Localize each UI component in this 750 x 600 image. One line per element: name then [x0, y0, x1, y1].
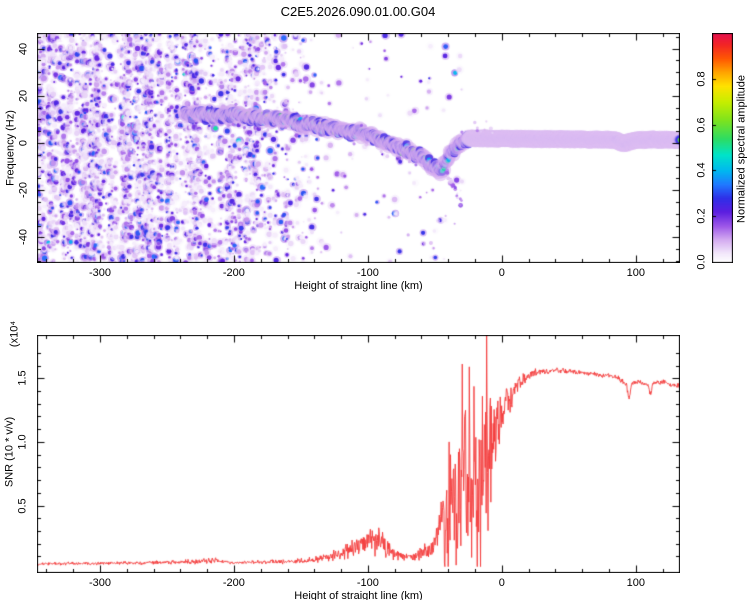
- colorbar-tick-label: 0.4: [695, 162, 708, 179]
- snr-xtick-label: -300: [88, 577, 111, 589]
- freq-tick-label: 0: [17, 139, 30, 147]
- snr-canvas: [37, 335, 680, 573]
- colorbar-canvas: [712, 33, 733, 263]
- colorbar-tick-label: 0.6: [695, 116, 708, 133]
- spectrogram-xtick-label: 0: [498, 267, 505, 279]
- snr-xtick-label: 0: [498, 577, 505, 589]
- freq-tick-label: -20: [17, 182, 30, 199]
- spectrogram-xaxis-label: Height of straight line (km): [294, 280, 423, 292]
- colorbar-tick-label: 0.8: [695, 71, 708, 87]
- spectrogram-xtick-label: 100: [626, 267, 645, 279]
- snr-tick-label: 0.5: [16, 497, 29, 514]
- snr-scale-note: (x10⁴: [8, 320, 21, 348]
- snr-axis-label: SNR (10 * v/v): [3, 416, 16, 488]
- colorbar-tick-label: 0.2: [695, 208, 708, 224]
- colorbar-label: Normalized spectral amplitude: [735, 75, 748, 223]
- colorbar-tick-label: 0.0: [695, 254, 708, 270]
- freq-tick-label: 40: [17, 42, 30, 55]
- snr-tick-label: 1.0: [16, 434, 29, 450]
- snr-xtick-label: -200: [222, 577, 245, 589]
- frequency-axis-label: Frequency (Hz): [4, 110, 17, 186]
- snr-xtick-label: -100: [356, 577, 379, 589]
- plot-title: C2E5.2026.090.01.00.G04: [280, 4, 436, 19]
- spectrogram-xtick-label: -200: [222, 267, 245, 279]
- snr-tick-label: 1.5: [16, 370, 29, 386]
- freq-tick-label: -40: [17, 229, 30, 246]
- spectrogram-canvas: [37, 33, 680, 263]
- snr-xtick-label: 100: [626, 577, 645, 589]
- spectrogram-xtick-label: -100: [356, 267, 379, 279]
- freq-tick-label: 20: [17, 89, 30, 102]
- snr-xaxis-label: Height of straight line (km): [294, 590, 423, 600]
- spectrogram-xtick-label: -300: [88, 267, 111, 279]
